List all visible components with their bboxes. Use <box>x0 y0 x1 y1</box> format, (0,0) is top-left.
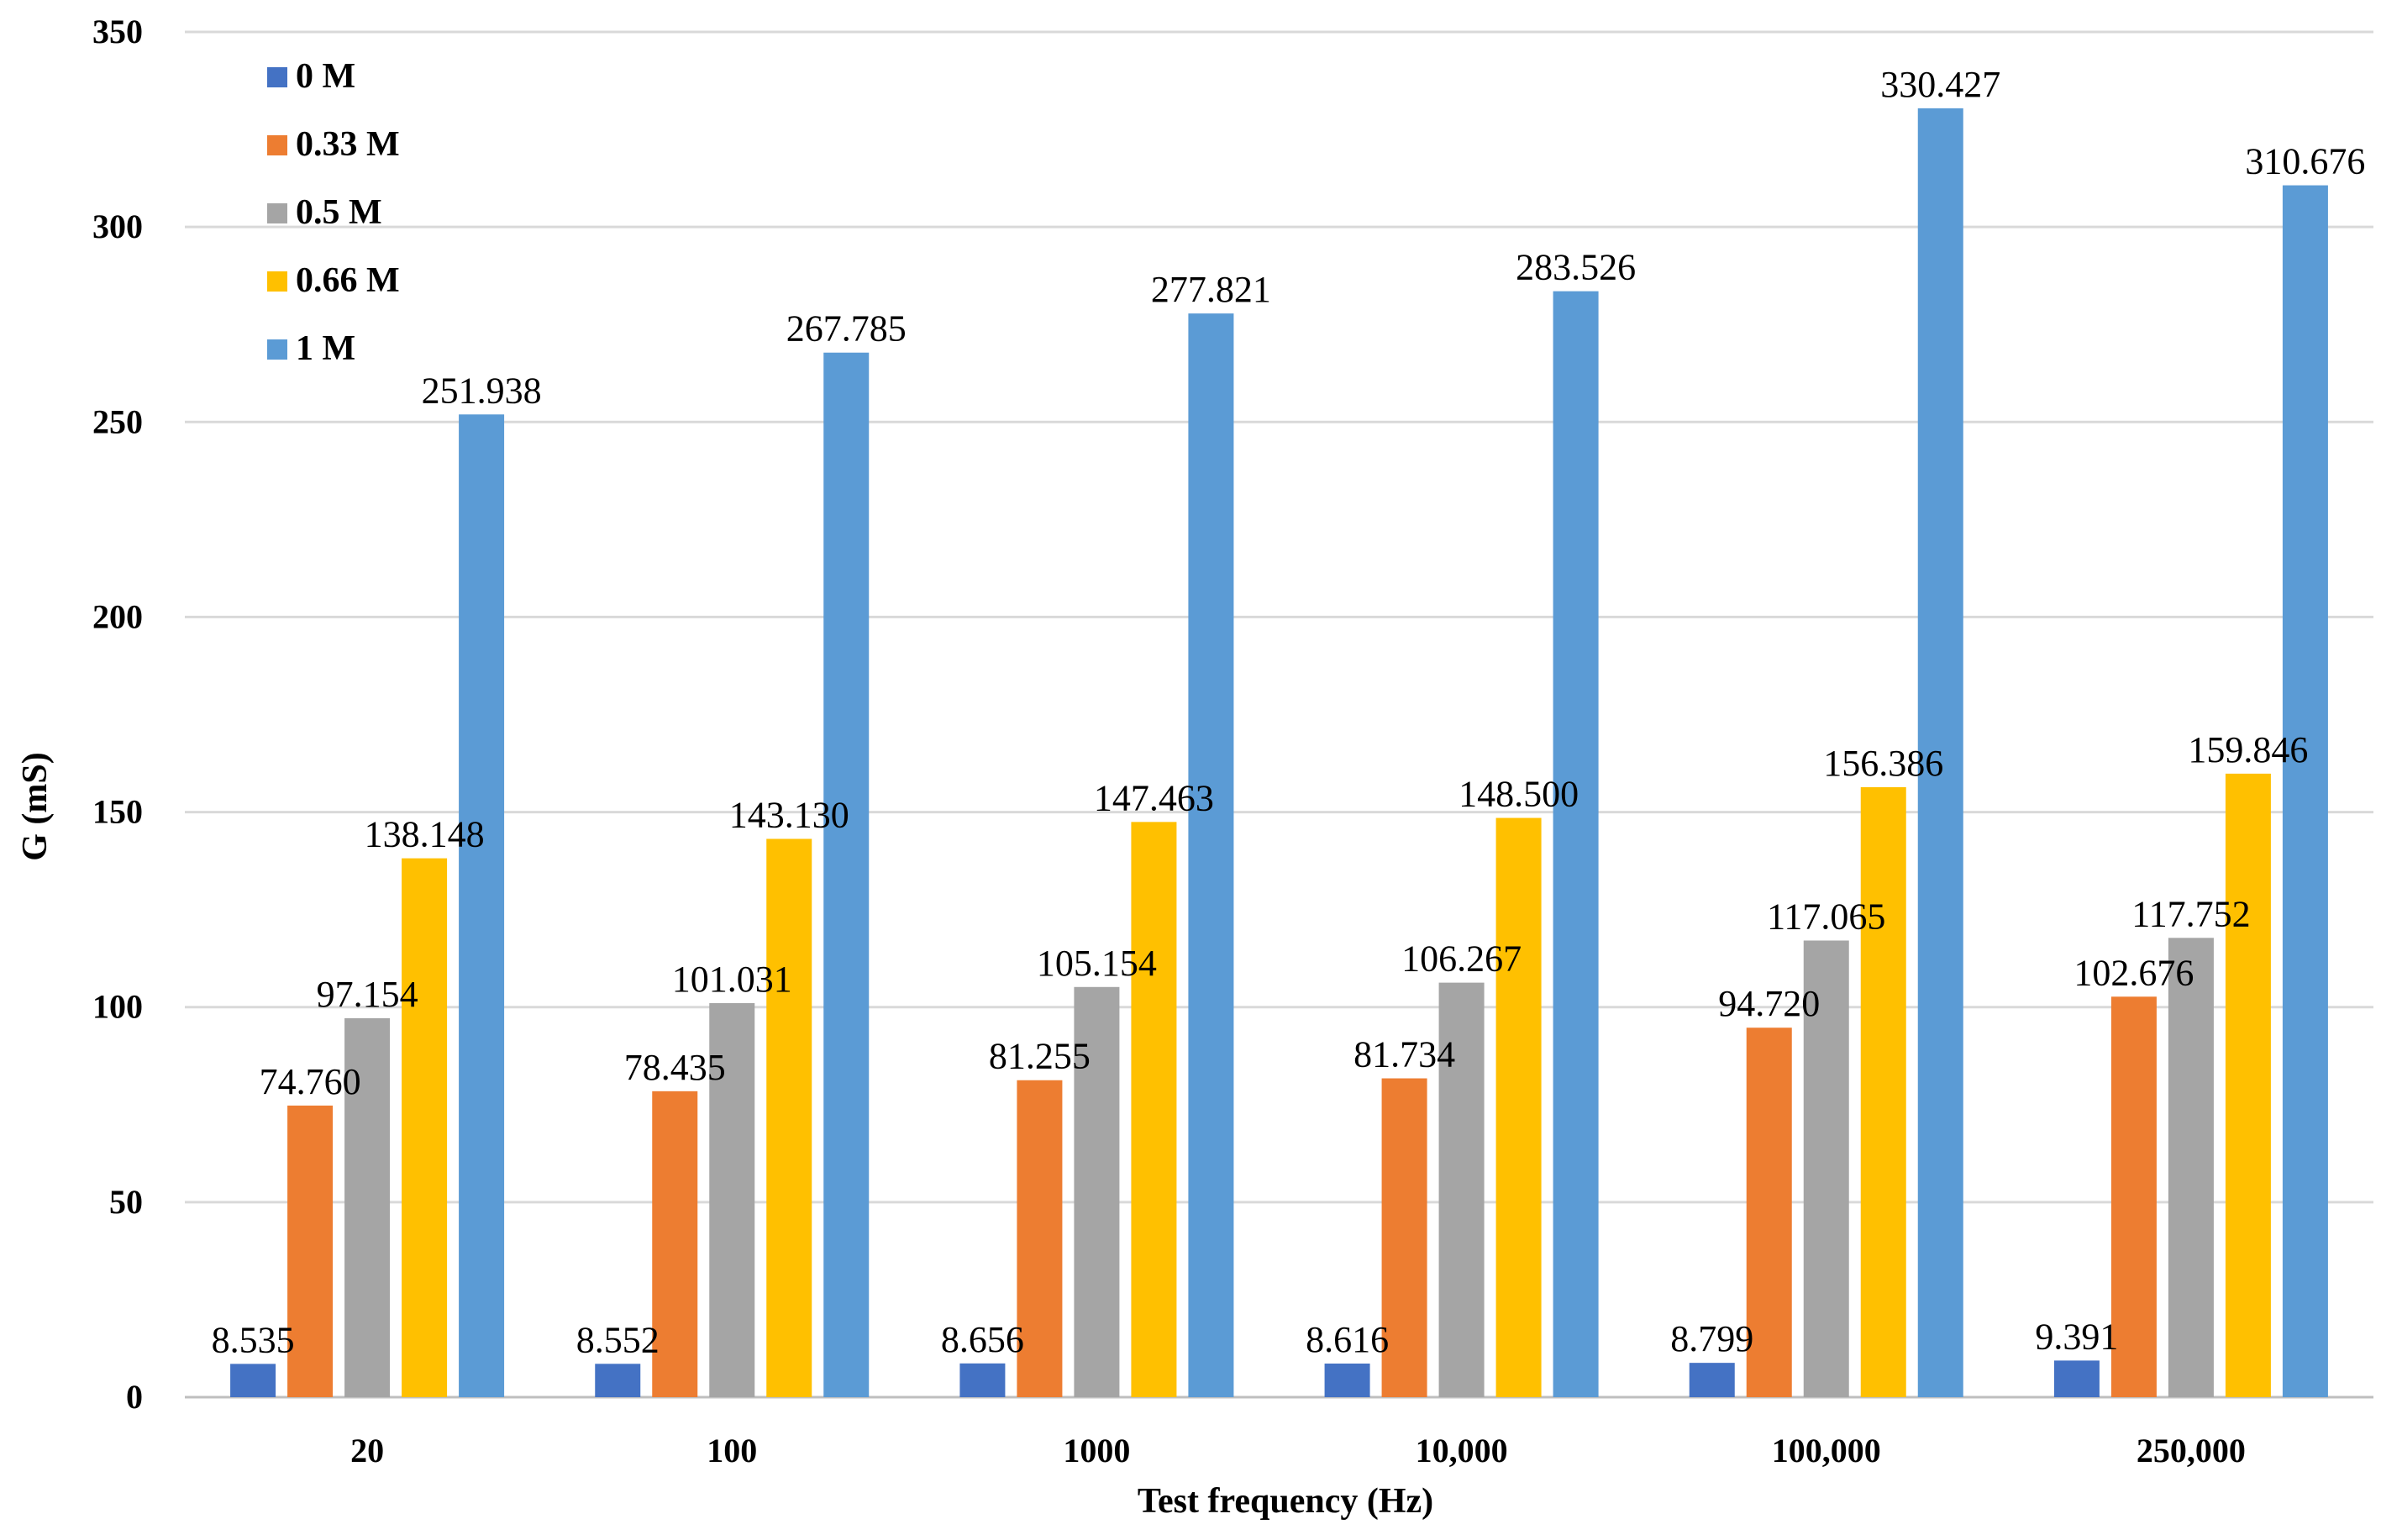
y-tick-label: 300 <box>92 208 143 245</box>
bar-0_33M-10000 <box>1381 1078 1427 1397</box>
bar-0M-250000 <box>2053 1360 2100 1397</box>
bars <box>230 108 2328 1398</box>
data-label: 283.526 <box>1516 247 1636 288</box>
bar-0_5M-20 <box>344 1017 391 1397</box>
legend-swatch <box>267 135 287 155</box>
bar-0M-10000 <box>1324 1363 1370 1397</box>
data-label: 102.676 <box>2073 952 2194 993</box>
data-label: 81.734 <box>1353 1034 1455 1075</box>
legend-swatch <box>267 203 287 223</box>
data-label: 8.799 <box>1670 1318 1753 1359</box>
bar-0_5M-100000 <box>1803 940 1849 1397</box>
data-label: 138.148 <box>365 814 485 855</box>
y-tick-label: 50 <box>109 1183 143 1221</box>
data-label: 117.065 <box>1767 896 1885 937</box>
legend: 0 M 0.33 M 0.5 M 0.66 M 1 M <box>267 57 400 368</box>
data-label: 310.676 <box>2245 141 2365 182</box>
x-tick-label: 20 <box>350 1432 384 1469</box>
bar-0_66M-10000 <box>1495 817 1542 1397</box>
data-label: 101.031 <box>672 959 792 1000</box>
data-label: 117.752 <box>2131 893 2250 934</box>
y-tick-label: 100 <box>92 988 143 1026</box>
bar-0_66M-1000 <box>1131 822 1177 1397</box>
y-axis-ticks: 0 50 100 150 200 250 300 350 <box>92 13 143 1416</box>
bar-0M-100000 <box>1689 1363 1735 1397</box>
y-tick-label: 250 <box>92 402 143 440</box>
bar-0_5M-100 <box>709 1002 755 1397</box>
y-tick-label: 150 <box>92 793 143 831</box>
data-label: 8.552 <box>576 1319 660 1360</box>
bar-0_5M-1000 <box>1074 986 1120 1397</box>
bar-0_33M-1000 <box>1017 1080 1063 1397</box>
bar-0M-100 <box>595 1364 641 1397</box>
x-tick-label: 100,000 <box>1772 1432 1881 1469</box>
data-label: 81.255 <box>989 1036 1091 1077</box>
bar-0_5M-10000 <box>1438 982 1485 1397</box>
bar-1M-1000 <box>1188 313 1234 1397</box>
data-label: 277.821 <box>1151 269 1271 310</box>
data-label: 8.616 <box>1306 1319 1389 1360</box>
x-axis-ticks: 20 100 1000 10,000 100,000 250,000 <box>350 1432 2246 1469</box>
data-label: 267.785 <box>786 308 907 350</box>
legend-label: 1 M <box>296 329 355 368</box>
bar-1M-20 <box>459 414 505 1398</box>
y-tick-label: 200 <box>92 597 143 635</box>
data-label: 8.656 <box>941 1319 1024 1360</box>
bar-0_33M-100000 <box>1746 1028 1792 1397</box>
data-label: 74.760 <box>260 1061 361 1102</box>
bar-0_33M-20 <box>287 1105 334 1397</box>
data-label: 159.846 <box>2188 729 2308 770</box>
bar-0M-20 <box>230 1364 276 1397</box>
legend-label: 0.33 M <box>296 125 400 164</box>
data-label: 143.130 <box>729 794 849 835</box>
legend-label: 0 M <box>296 57 355 96</box>
bar-1M-100000 <box>1917 108 1963 1398</box>
data-labels: 8.535 74.760 97.154 138.148 251.938 8.552 78.4… <box>212 64 2366 1360</box>
data-label: 78.435 <box>624 1047 726 1088</box>
y-tick-label: 0 <box>126 1378 143 1416</box>
x-tick-label: 10,000 <box>1416 1432 1508 1469</box>
data-label: 94.720 <box>1718 983 1820 1024</box>
bar-0_66M-100000 <box>1860 786 1906 1397</box>
bar-0_66M-100 <box>766 838 812 1397</box>
legend-swatch <box>267 67 287 87</box>
bar-0_33M-100 <box>652 1091 698 1397</box>
data-label: 148.500 <box>1459 774 1579 815</box>
x-axis-title: Test frequency (Hz) <box>1138 1482 1433 1521</box>
bar-0M-1000 <box>959 1363 1006 1397</box>
gridlines <box>185 30 2373 1399</box>
data-label: 330.427 <box>1880 64 2000 105</box>
bar-1M-10000 <box>1553 291 1599 1397</box>
y-axis-title: G (mS) <box>16 752 55 861</box>
bar-0_33M-250000 <box>2110 996 2157 1397</box>
data-label: 9.391 <box>2035 1316 2118 1357</box>
x-tick-label: 100 <box>707 1432 757 1469</box>
legend-label: 0.66 M <box>296 261 400 300</box>
x-tick-label: 250,000 <box>2137 1432 2246 1469</box>
data-label: 106.267 <box>1401 938 1522 980</box>
bar-1M-100 <box>823 352 870 1397</box>
bar-0_66M-20 <box>402 858 448 1397</box>
data-label: 8.535 <box>212 1319 295 1360</box>
data-label: 251.938 <box>422 370 542 411</box>
legend-swatch <box>267 339 287 360</box>
bar-0_5M-250000 <box>2168 938 2214 1397</box>
bar-0_66M-250000 <box>2225 773 2271 1397</box>
data-label: 156.386 <box>1823 743 1943 784</box>
bar-1M-250000 <box>2282 185 2328 1398</box>
data-label: 147.463 <box>1094 777 1214 818</box>
data-label: 105.154 <box>1037 943 1157 984</box>
data-label: 97.154 <box>317 974 418 1015</box>
x-tick-label: 1000 <box>1063 1432 1130 1469</box>
legend-label: 0.5 M <box>296 193 382 232</box>
legend-swatch <box>267 271 287 292</box>
y-tick-label: 350 <box>92 13 143 50</box>
